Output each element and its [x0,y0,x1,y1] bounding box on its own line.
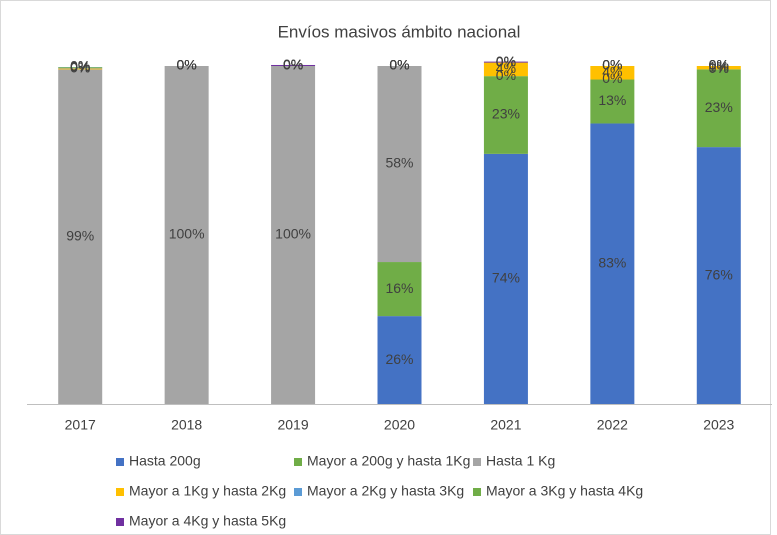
data-label: 0% [602,70,622,86]
data-label: 4% [496,60,516,76]
legend-label: Mayor a 2Kg y hasta 3Kg [307,483,464,499]
data-label: 0% [283,57,303,73]
data-label: 0% [283,57,303,73]
data-label: 16% [385,280,413,296]
legend-label: Hasta 1 Kg [486,453,555,469]
data-label: 0% [70,58,90,74]
data-label: 26% [385,351,413,367]
bar-segment [58,69,103,404]
data-label: 23% [705,99,733,115]
data-label: 0% [709,57,729,73]
data-label: 0% [709,57,729,73]
legend-swatch [116,458,124,466]
data-label: 0% [709,60,729,76]
legend-swatch [116,518,124,526]
data-label: 76% [705,266,733,282]
data-label: 100% [169,226,205,242]
data-label: 0% [177,57,197,73]
bar-segment [696,147,741,404]
data-label: 0% [70,58,90,74]
legend-label: Mayor a 200g y hasta 1Kg [307,453,470,469]
data-label: 0% [496,53,516,69]
legend-label: Hasta 200g [129,453,201,469]
legend-swatch [116,488,124,496]
data-label: 0% [283,57,303,73]
bar-segment [696,69,741,148]
data-label: 83% [598,254,626,270]
data-label: 99% [66,227,94,243]
bar-segment [483,62,528,77]
bar-segment [590,79,635,124]
legend-swatch [294,488,302,496]
legend-swatch [473,488,481,496]
bar-segment [483,76,528,154]
data-label: 0% [70,60,90,76]
bar-segment [590,66,635,80]
data-label: 0% [602,57,622,73]
data-label: 4% [602,63,622,79]
data-label: 58% [385,155,413,171]
bar-segment [271,64,316,66]
bar-segment [271,66,316,404]
legend-swatch [473,458,481,466]
legend-swatch [294,458,302,466]
data-label: 0% [709,57,729,73]
data-label: 0% [389,57,409,73]
x-tick-label: 2017 [65,417,96,433]
legend-label: Mayor a 4Kg y hasta 5Kg [129,513,286,529]
data-label: 0% [496,67,516,83]
data-label: 74% [492,270,520,286]
data-label: 0% [602,57,622,73]
x-tick-label: 2019 [277,417,308,433]
bar-segment [696,66,741,70]
bar-segment [58,68,103,70]
x-tick-label: 2018 [171,417,202,433]
data-label: 0% [496,53,516,69]
bar-segment [377,262,422,317]
bar-segment [58,67,103,69]
data-label: 1% [709,58,729,74]
data-label: 0% [177,57,197,73]
bar-segment [164,66,209,404]
data-label: 0% [602,57,622,73]
data-label: 0% [70,59,90,75]
x-tick-label: 2021 [490,417,521,433]
bar-segment [590,123,635,405]
bar-segment [377,316,422,404]
x-tick-label: 2023 [703,417,734,433]
bar-segment [58,67,103,68]
data-label: 13% [598,92,626,108]
data-label: 0% [389,57,409,73]
bar-segment [483,61,528,63]
data-label: 0% [389,57,409,73]
data-label: 0% [177,57,197,73]
chart-title: Envíos masivos ámbito nacional [278,22,521,41]
bar-segment [377,66,422,263]
data-label: 0% [283,56,303,72]
x-tick-label: 2020 [384,417,415,433]
data-label: 0% [496,53,516,69]
data-label: 0% [177,57,197,73]
data-label: 100% [275,226,311,242]
x-tick-label: 2022 [597,417,628,433]
data-label: 0% [389,57,409,73]
data-label: 23% [492,106,520,122]
legend-label: Mayor a 3Kg y hasta 4Kg [486,483,643,499]
legend-label: Mayor a 1Kg y hasta 2Kg [129,483,286,499]
bar-segment [483,153,528,404]
